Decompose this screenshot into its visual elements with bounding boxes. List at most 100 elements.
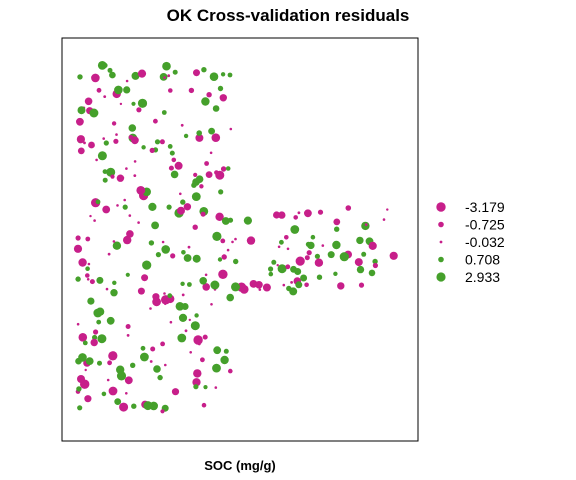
residual-point — [175, 302, 185, 311]
residual-point — [181, 293, 185, 297]
residual-point — [97, 334, 107, 344]
residual-point — [133, 160, 137, 163]
residual-point — [143, 401, 153, 411]
legend-marker — [436, 202, 446, 212]
residual-point — [201, 67, 207, 73]
residual-point — [109, 71, 116, 79]
residual-point — [167, 144, 173, 149]
residual-point — [188, 87, 195, 94]
residual-point — [221, 254, 227, 260]
x-axis-label: SOC (mg/g) — [204, 458, 276, 473]
residual-point — [76, 322, 80, 326]
residual-point — [293, 215, 299, 220]
residual-point — [83, 141, 86, 145]
residual-point — [184, 329, 188, 333]
residual-point — [90, 338, 98, 347]
residual-point — [77, 375, 85, 383]
residual-point — [339, 252, 349, 262]
residual-point — [215, 170, 225, 180]
residual-point — [333, 271, 338, 276]
residual-point — [258, 288, 262, 291]
residual-point — [193, 69, 200, 77]
residual-point — [202, 283, 210, 291]
residual-point — [295, 281, 303, 289]
residual-point — [304, 282, 309, 288]
residual-point — [183, 254, 192, 262]
residual-point — [226, 248, 230, 252]
residual-point — [304, 255, 310, 261]
residual-point — [89, 108, 99, 118]
residual-point — [84, 368, 87, 372]
residual-point — [321, 244, 325, 247]
residual-point — [93, 329, 99, 335]
residual-point — [314, 258, 324, 267]
residual-point — [345, 205, 352, 211]
residual-point — [119, 402, 129, 412]
residual-point — [217, 85, 224, 92]
residual-point — [368, 269, 376, 277]
residual-point — [148, 202, 157, 211]
residual-point — [192, 378, 201, 387]
residual-point — [190, 321, 200, 331]
residual-point — [180, 281, 185, 286]
residual-point — [77, 405, 83, 411]
residual-point — [317, 209, 324, 215]
residual-point — [220, 355, 229, 365]
residual-point — [354, 258, 363, 267]
legend-label: -3.179 — [465, 199, 505, 215]
residual-point — [276, 264, 279, 267]
residual-point — [141, 274, 149, 282]
residual-points — [73, 61, 398, 414]
residual-point — [160, 341, 166, 347]
residual-point — [128, 135, 134, 140]
residual-point — [271, 259, 277, 265]
residual-point — [125, 167, 128, 170]
residual-point — [123, 86, 131, 94]
residual-point — [78, 333, 88, 342]
residual-point — [85, 273, 90, 278]
residual-point — [194, 313, 199, 318]
residual-point — [154, 139, 161, 145]
residual-point — [220, 238, 226, 244]
residual-point — [116, 371, 127, 381]
residual-point — [282, 283, 286, 287]
residual-point — [218, 189, 224, 195]
residual-point — [96, 276, 104, 284]
residual-point — [356, 265, 365, 274]
residual-point — [306, 250, 312, 256]
residual-point — [105, 287, 109, 291]
residual-point — [183, 203, 192, 211]
residual-point — [131, 71, 140, 80]
residual-point — [103, 95, 107, 98]
residual-point — [131, 403, 137, 409]
residual-point — [286, 247, 290, 251]
residual-point — [97, 151, 107, 161]
residual-point — [131, 101, 136, 106]
residual-point — [106, 167, 116, 177]
residual-point — [262, 283, 271, 292]
residual-point — [171, 157, 177, 163]
residual-point — [128, 124, 137, 132]
residual-point — [87, 262, 91, 266]
residual-point — [112, 241, 122, 250]
residual-point — [225, 166, 231, 171]
residual-point — [102, 137, 105, 140]
residual-point — [307, 241, 315, 250]
residual-point — [84, 97, 93, 106]
residual-point — [140, 352, 149, 362]
residual-point — [249, 280, 258, 288]
residual-point — [152, 297, 162, 307]
residual-point — [199, 277, 207, 285]
residual-point — [102, 205, 111, 214]
residual-point — [106, 316, 115, 325]
residual-point — [75, 276, 81, 282]
residual-point — [203, 385, 208, 390]
residual-point — [77, 147, 85, 155]
residual-point — [333, 218, 341, 226]
residual-point — [149, 360, 153, 363]
residual-point — [93, 219, 96, 222]
residual-point — [227, 72, 233, 78]
residual-point — [188, 318, 191, 322]
residual-point — [191, 182, 197, 188]
residual-point — [212, 105, 220, 112]
